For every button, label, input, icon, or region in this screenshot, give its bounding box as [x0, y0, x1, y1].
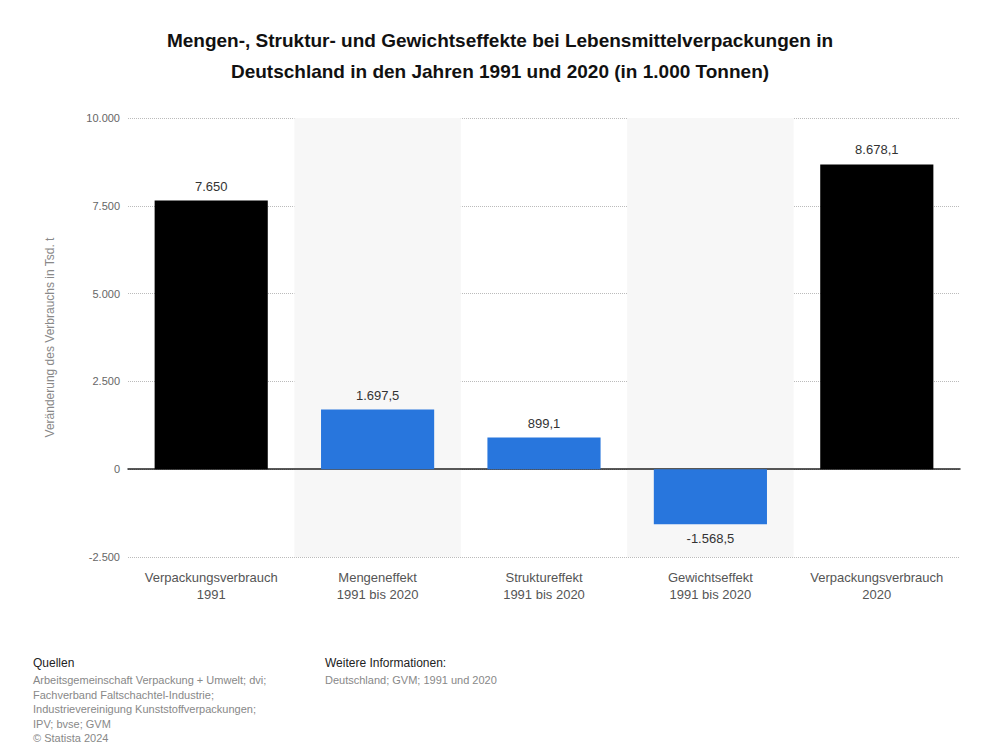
svg-text:Veränderung des Verbrauchs in: Veränderung des Verbrauchs in Tsd. t	[43, 237, 57, 438]
svg-text:Struktureffekt: Struktureffekt	[505, 570, 582, 585]
svg-text:2.500: 2.500	[92, 375, 120, 387]
svg-text:Verpackungsverbrauch: Verpackungsverbrauch	[145, 570, 278, 585]
svg-text:Arbeitsgemeinschaft Verpackung: Arbeitsgemeinschaft Verpackung + Umwelt;…	[33, 674, 266, 686]
svg-text:1991 bis 2020: 1991 bis 2020	[670, 587, 752, 602]
svg-text:1.697,5: 1.697,5	[356, 388, 399, 403]
svg-text:Verpackungsverbrauch: Verpackungsverbrauch	[810, 570, 943, 585]
svg-text:5.000: 5.000	[92, 288, 120, 300]
svg-text:7.650: 7.650	[195, 179, 228, 194]
svg-text:IPV; bvse; GVM: IPV; bvse; GVM	[33, 718, 111, 730]
svg-text:0: 0	[114, 463, 120, 475]
svg-text:2020: 2020	[862, 587, 891, 602]
svg-text:Mengen-, Struktur- und Gewicht: Mengen-, Struktur- und Gewichtseffekte b…	[167, 30, 833, 51]
svg-text:-1.568,5: -1.568,5	[687, 531, 735, 546]
svg-text:Deutschland in den Jahren 1991: Deutschland in den Jahren 1991 und 2020 …	[231, 61, 769, 82]
svg-text:10.000: 10.000	[86, 112, 120, 124]
svg-text:1991: 1991	[197, 587, 226, 602]
svg-text:-2.500: -2.500	[89, 551, 120, 563]
svg-text:© Statista 2024: © Statista 2024	[33, 732, 108, 743]
svg-text:7.500: 7.500	[92, 200, 120, 212]
svg-text:Industrievereinigung Kunststof: Industrievereinigung Kunststoffverpackun…	[33, 703, 256, 715]
svg-text:8.678,1: 8.678,1	[855, 142, 898, 157]
svg-text:Mengeneffekt: Mengeneffekt	[338, 570, 417, 585]
svg-text:Fachverband Faltschachtel-Indu: Fachverband Faltschachtel-Industrie;	[33, 689, 214, 701]
svg-text:1991 bis 2020: 1991 bis 2020	[503, 587, 585, 602]
svg-text:Quellen: Quellen	[33, 656, 74, 670]
svg-text:1991 bis 2020: 1991 bis 2020	[337, 587, 419, 602]
svg-text:Deutschland; GVM; 1991 und 202: Deutschland; GVM; 1991 und 2020	[325, 674, 497, 686]
svg-text:Gewichtseffekt: Gewichtseffekt	[668, 570, 753, 585]
svg-text:899,1: 899,1	[528, 416, 561, 431]
svg-text:Weitere Informationen:: Weitere Informationen:	[325, 656, 446, 670]
